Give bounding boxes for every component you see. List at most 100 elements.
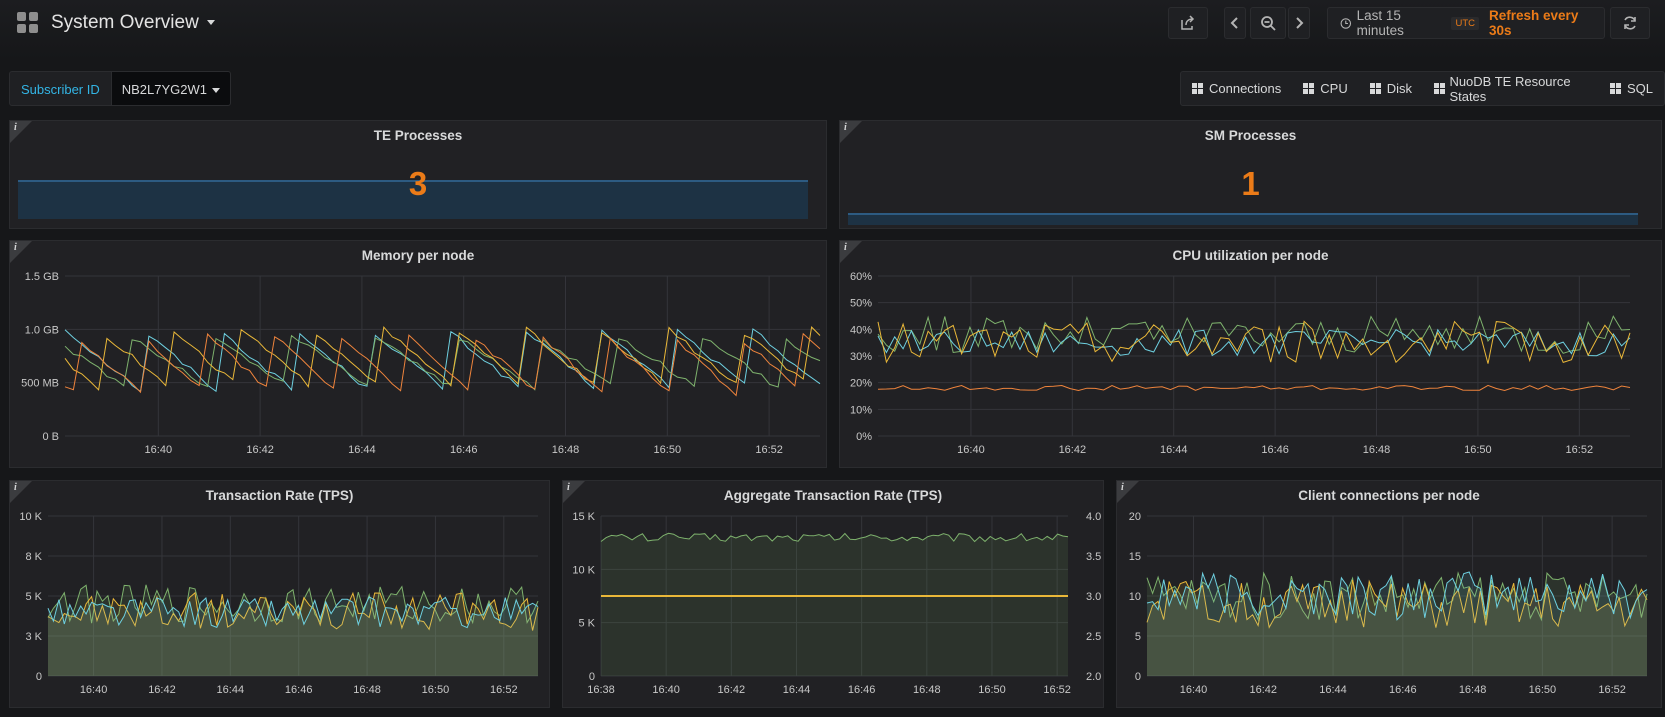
dashboard-icon bbox=[1192, 83, 1203, 94]
chevron-down-icon bbox=[206, 20, 215, 26]
x-tick-label: 16:44 bbox=[1319, 684, 1347, 696]
y-tick-label: 15 K bbox=[572, 511, 595, 523]
x-tick-label: 16:52 bbox=[755, 444, 783, 456]
series-area bbox=[1147, 572, 1647, 676]
x-tick-label: 16:48 bbox=[552, 444, 580, 456]
panel-transaction-rate: i Transaction Rate (TPS) 0 3 K 5 K 8 K 10 K 1… bbox=[9, 480, 550, 708]
series-area bbox=[1147, 573, 1647, 676]
link-sql[interactable]: SQL bbox=[1599, 81, 1664, 96]
y-tick-label: 50% bbox=[850, 298, 872, 310]
subscriber-id-select[interactable]: NB2L7YG2W1 bbox=[111, 71, 232, 106]
dashboard-title[interactable]: System Overview bbox=[51, 12, 215, 34]
y-tick-label: 5 bbox=[1135, 631, 1141, 643]
info-icon[interactable]: i bbox=[1121, 482, 1124, 493]
series-line bbox=[877, 320, 1631, 364]
x-tick-label: 16:46 bbox=[1389, 684, 1417, 696]
panel-sm-processes: i SM Processes 1 bbox=[839, 120, 1662, 229]
link-cpu[interactable]: CPU bbox=[1292, 81, 1358, 96]
info-icon[interactable]: i bbox=[14, 482, 17, 493]
panel-corner bbox=[563, 481, 585, 503]
info-icon[interactable]: i bbox=[844, 122, 847, 133]
panel-corner bbox=[840, 121, 862, 143]
time-picker[interactable]: Last 15 minutes UTC Refresh every 30s bbox=[1327, 7, 1605, 39]
dashboard-links: Connections CPU Disk NuoDB TE Resource S… bbox=[1180, 71, 1665, 106]
x-tick-label: 16:52 bbox=[490, 684, 518, 696]
zoom-out-icon bbox=[1261, 16, 1276, 31]
x-tick-label: 16:44 bbox=[1160, 444, 1188, 456]
link-disk[interactable]: Disk bbox=[1359, 81, 1423, 96]
y-tick-label: 0 bbox=[589, 671, 595, 683]
refresh-interval-label: Refresh every 30s bbox=[1489, 8, 1579, 38]
y-tick-label: 1.5 GB bbox=[25, 271, 59, 283]
x-tick-label: 16:42 bbox=[1059, 444, 1087, 456]
top-navbar: System Overview Last 15 minutes UTC Refr… bbox=[0, 0, 1665, 60]
x-tick-label: 16:40 bbox=[1180, 684, 1208, 696]
x-tick-label: 16:44 bbox=[348, 444, 376, 456]
chart-conn: 0 5 10 15 20 16:40 16:42 16:44 16:46 16:48 16:50 16… bbox=[1129, 511, 1648, 696]
y-tick-label: 10 K bbox=[572, 564, 595, 576]
share-icon bbox=[1181, 15, 1195, 30]
panel-corner bbox=[10, 241, 32, 263]
x-tick-label: 16:42 bbox=[246, 444, 274, 456]
x-tick-label: 16:44 bbox=[783, 684, 811, 696]
y2-tick-label: 2.5 bbox=[1086, 631, 1101, 643]
y-tick-label: 0 bbox=[1135, 671, 1141, 683]
stat-value: 1 bbox=[1241, 165, 1260, 202]
y-tick-label: 5 K bbox=[25, 591, 42, 603]
series-line bbox=[47, 591, 539, 631]
series-line bbox=[600, 532, 1069, 543]
series-line bbox=[64, 328, 821, 393]
x-tick-label: 16:48 bbox=[913, 684, 941, 696]
info-icon[interactable]: i bbox=[14, 122, 17, 133]
panel-title[interactable]: TE Processes bbox=[373, 128, 463, 143]
chevron-right-icon bbox=[1296, 17, 1304, 29]
x-tick-label: 16:40 bbox=[80, 684, 108, 696]
series-line bbox=[64, 332, 821, 397]
panel-title[interactable]: CPU utilization per node bbox=[1172, 248, 1329, 263]
chart-cpu: 0% 10% 20% 30% 40% 50% 60% 16:40 16:42 16:44 16:46… bbox=[850, 271, 1631, 456]
y-tick-label: 0% bbox=[856, 431, 872, 443]
panel-corner bbox=[1117, 481, 1139, 503]
series-line bbox=[1146, 571, 1648, 621]
time-forward-button[interactable] bbox=[1288, 7, 1310, 39]
info-icon[interactable]: i bbox=[844, 242, 847, 253]
panel-title[interactable]: Aggregate Transaction Rate (TPS) bbox=[723, 488, 943, 503]
panel-corner bbox=[10, 481, 32, 503]
clock-icon bbox=[1340, 17, 1352, 29]
refresh-icon bbox=[1624, 16, 1636, 30]
sparkline bbox=[848, 213, 1638, 225]
series-line bbox=[877, 315, 1631, 354]
y2-tick-label: 3.0 bbox=[1086, 591, 1101, 603]
x-tick-label: 16:52 bbox=[1043, 684, 1071, 696]
zoom-out-button[interactable] bbox=[1250, 7, 1286, 39]
x-tick-label: 16:38 bbox=[587, 684, 615, 696]
time-range-label: Last 15 minutes bbox=[1356, 8, 1404, 38]
stat-value: 3 bbox=[408, 165, 428, 202]
panel-title[interactable]: Transaction Rate (TPS) bbox=[205, 488, 354, 503]
series-area bbox=[48, 584, 538, 676]
x-tick-label: 16:50 bbox=[1529, 684, 1557, 696]
series-line bbox=[877, 328, 1631, 357]
panel-title[interactable]: Client connections per node bbox=[1298, 488, 1480, 503]
link-connections[interactable]: Connections bbox=[1181, 81, 1292, 96]
x-tick-label: 16:50 bbox=[654, 444, 682, 456]
dashboard-icon bbox=[1303, 83, 1315, 94]
panel-title[interactable]: Memory per node bbox=[361, 248, 475, 263]
dashboard-grid-icon[interactable] bbox=[17, 12, 39, 34]
y-tick-label: 10 bbox=[1129, 591, 1141, 603]
y-tick-label: 0 B bbox=[42, 431, 59, 443]
series-line bbox=[64, 325, 821, 391]
time-back-button[interactable] bbox=[1224, 7, 1246, 39]
template-variables: Subscriber ID NB2L7YG2W1 bbox=[9, 71, 232, 106]
share-button[interactable] bbox=[1168, 7, 1208, 39]
info-icon[interactable]: i bbox=[14, 242, 17, 253]
link-te-resource-states[interactable]: NuoDB TE Resource States bbox=[1423, 74, 1599, 104]
x-tick-label: 16:40 bbox=[145, 444, 173, 456]
x-tick-label: 16:42 bbox=[718, 684, 746, 696]
panel-title[interactable]: SM Processes bbox=[1204, 128, 1297, 143]
refresh-button[interactable] bbox=[1610, 7, 1650, 39]
x-tick-label: 16:50 bbox=[422, 684, 450, 696]
timezone-badge: UTC bbox=[1451, 16, 1480, 30]
link-label: NuoDB TE Resource States bbox=[1449, 73, 1571, 104]
info-icon[interactable]: i bbox=[567, 482, 570, 493]
